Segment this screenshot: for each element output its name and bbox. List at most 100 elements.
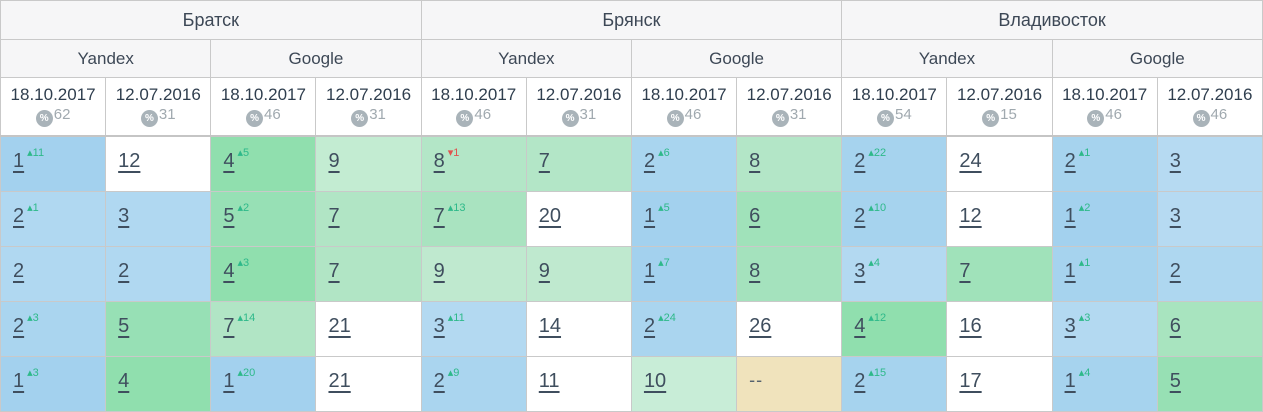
rank-cell: 5 [1156, 356, 1263, 412]
date-label: 18.10.2017 [641, 85, 727, 104]
position-up-indicator: ▴1 [1078, 147, 1091, 159]
position-link[interactable]: 2 [854, 370, 866, 392]
engine-header-google: Google [1051, 39, 1263, 78]
position-link[interactable]: 3 [1169, 150, 1181, 172]
position-link[interactable]: 5 [118, 315, 130, 337]
visibility-value: 31 [369, 106, 386, 124]
rank-cell: 26 [736, 301, 843, 357]
position-link[interactable]: 1 [1064, 205, 1076, 227]
rank-cell: 1 ▴1 [1051, 246, 1158, 302]
visibility-value: 46 [264, 106, 281, 124]
rank-cell: 20 [525, 191, 632, 247]
position-link[interactable]: 2 [854, 205, 866, 227]
position-link[interactable]: 20 [538, 205, 562, 227]
position-link[interactable]: 2 [854, 150, 866, 172]
rank-cell: 1 ▴7 [630, 246, 738, 302]
position-link[interactable]: 11 [538, 370, 560, 392]
position-up-indicator: ▴24 [658, 312, 676, 324]
position-link[interactable]: 1 [223, 370, 235, 392]
position-up-indicator: ▴1 [1078, 257, 1091, 269]
position-link[interactable]: 9 [433, 260, 445, 282]
position-link[interactable]: 1 [1064, 370, 1076, 392]
position-link[interactable]: 2 [433, 370, 445, 392]
rank-cell: 2 ▴1 [1051, 135, 1158, 192]
rank-cell: 2 ▴22 [841, 135, 948, 192]
percent-icon: % [771, 110, 789, 128]
city-name: Братск [182, 9, 239, 30]
date-header: 12.07.2016 % 46 [1156, 77, 1263, 137]
position-link[interactable]: 2 [1064, 150, 1076, 172]
position-link[interactable]: 21 [328, 370, 351, 392]
position-link[interactable]: 3 [1064, 315, 1076, 337]
position-up-indicator: ▴7 [658, 257, 670, 269]
visibility: % 46 [211, 106, 315, 128]
position-up-indicator: ▴3 [1078, 312, 1091, 324]
position-link[interactable]: 6 [749, 205, 761, 227]
position-link[interactable]: 1 [643, 205, 656, 227]
engine-name: Yandex [918, 48, 976, 68]
position-link[interactable]: 7 [433, 205, 445, 227]
position-link[interactable]: 21 [328, 315, 351, 337]
date-label: 12.07.2016 [1167, 85, 1253, 104]
position-link[interactable]: 7 [223, 315, 235, 337]
rank-cell: 9 [525, 246, 632, 302]
position-link[interactable]: 4 [223, 150, 235, 172]
engine-header-google: Google [630, 39, 843, 78]
percent-icon: % [246, 110, 264, 128]
rank-cell: 4 ▴5 [210, 135, 317, 192]
position-link[interactable]: 10 [643, 370, 667, 392]
rank-cell: 2 ▴9 [420, 356, 527, 412]
visibility: % 46 [1053, 107, 1157, 128]
position-link[interactable]: 8 [749, 260, 761, 282]
position-link[interactable]: 4 [118, 370, 130, 392]
position-link[interactable]: 5 [1169, 370, 1181, 392]
position-link[interactable]: 1 [643, 260, 656, 282]
rank-cell: 2 ▴6 [630, 135, 738, 192]
position-link[interactable]: 14 [538, 315, 562, 337]
position-link[interactable]: 7 [538, 150, 550, 172]
position-up-indicator: ▴10 [868, 202, 887, 214]
position-link[interactable]: 2 [643, 315, 656, 337]
position-link[interactable]: 8 [433, 150, 445, 172]
position-link[interactable]: 12 [118, 150, 141, 172]
position-link[interactable]: 2 [643, 150, 656, 172]
position-link[interactable]: 7 [959, 260, 971, 282]
position-link[interactable]: 3 [854, 260, 866, 282]
position-link[interactable]: 2 [13, 260, 25, 282]
position-link[interactable]: 1 [13, 150, 25, 172]
position-link[interactable]: 2 [13, 205, 25, 227]
position-link[interactable]: 7 [328, 205, 340, 227]
position-link[interactable]: 12 [959, 205, 982, 227]
date-label: 12.07.2016 [956, 85, 1043, 104]
position-link[interactable]: 8 [749, 150, 761, 172]
position-link[interactable]: 9 [538, 260, 550, 282]
city-name: Владивосток [998, 9, 1106, 30]
position-link[interactable]: 17 [959, 370, 982, 392]
position-link[interactable]: 4 [854, 315, 866, 337]
position-link[interactable]: 7 [328, 260, 340, 282]
visibility: % 31 [737, 107, 841, 128]
position-link[interactable]: 3 [118, 205, 130, 227]
position-link[interactable]: 26 [749, 315, 772, 337]
position-link[interactable]: 16 [959, 315, 982, 337]
position-link[interactable]: 4 [223, 260, 235, 282]
position-link[interactable]: 5 [223, 205, 235, 227]
position-link[interactable]: 6 [1169, 315, 1181, 337]
position-link[interactable]: 9 [328, 150, 340, 172]
date-header: 18.10.2017 % 62 [0, 77, 107, 137]
position-link[interactable]: 2 [1169, 260, 1181, 282]
rank-cell: 7 [525, 135, 632, 192]
rank-cell: 7 ▴13 [420, 191, 527, 247]
position-link[interactable]: 1 [1064, 260, 1076, 282]
rank-cell: 1 ▴11 [0, 135, 107, 192]
position-link[interactable]: 2 [13, 315, 25, 337]
date-label: 12.07.2016 [536, 85, 622, 104]
position-link[interactable]: 3 [1169, 205, 1181, 227]
position-link[interactable]: 2 [118, 260, 130, 282]
position-up-indicator: ▴2 [237, 202, 250, 214]
position-link[interactable]: 24 [959, 150, 982, 172]
position-link[interactable]: 1 [13, 370, 25, 392]
rank-cell: 7 [315, 191, 422, 247]
position-link[interactable]: 3 [433, 315, 445, 337]
position-up-indicator: ▴3 [27, 312, 39, 324]
